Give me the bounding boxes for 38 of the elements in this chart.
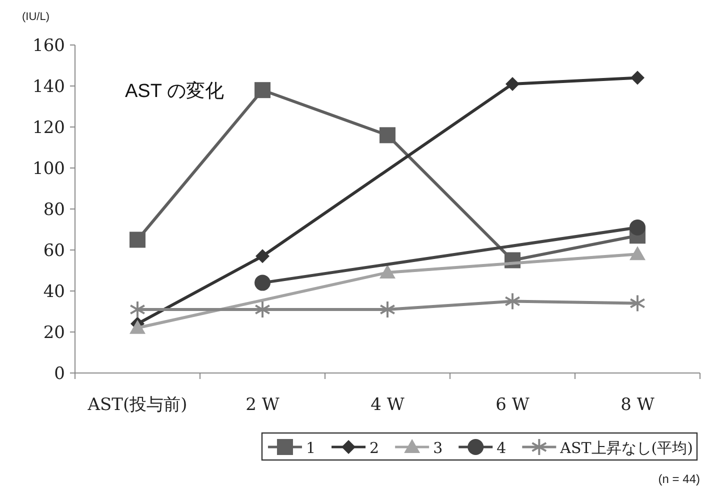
y-tick-label: 60 (43, 241, 65, 261)
point (130, 320, 146, 334)
legend-label: 2 (370, 439, 380, 457)
y-tick-label: 140 (32, 77, 65, 97)
point (630, 246, 646, 260)
y-tick-label: 20 (43, 323, 65, 343)
y-axis-title: (IU/L) (22, 11, 50, 23)
legend-label: 3 (433, 439, 443, 457)
x-tick-label: 6 W (496, 395, 530, 415)
y-tick-label: 160 (32, 36, 65, 56)
point (130, 300, 146, 318)
point (380, 127, 396, 144)
legend-label: 1 (306, 439, 316, 457)
point (254, 82, 270, 98)
point (130, 232, 146, 248)
y-tick-label: 100 (32, 159, 65, 179)
x-tick-label: 4 W (370, 395, 405, 415)
x-tick-label: 8 W (620, 395, 655, 415)
y-tick-label: 80 (43, 200, 65, 220)
point (504, 292, 520, 310)
point (630, 294, 646, 312)
point (630, 70, 644, 85)
text: (n = 44) (658, 472, 700, 486)
text: AST の変化 (125, 80, 224, 102)
point (380, 300, 396, 318)
y-tick-label: 120 (32, 118, 65, 138)
y-tick-label: 0 (54, 364, 65, 384)
x-tick-label: 2 W (246, 395, 280, 415)
y-tick-label: 40 (43, 282, 65, 302)
legend-label: 4 (496, 439, 506, 457)
point (256, 249, 270, 264)
legend-label: AST上昇なし(平均) (559, 439, 693, 457)
point (254, 274, 270, 291)
x-tick-label: AST(投与前) (86, 395, 188, 415)
point (506, 76, 520, 91)
point (630, 219, 646, 236)
point (380, 264, 396, 279)
point (254, 300, 270, 318)
